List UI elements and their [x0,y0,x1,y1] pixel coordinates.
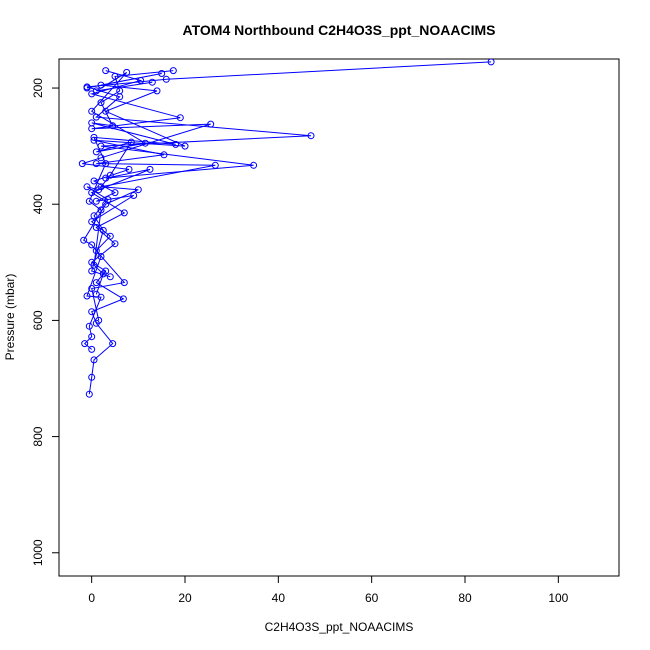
chart-title: ATOM4 Northbound C2H4O3S_ppt_NOAACIMS [183,22,496,38]
data-point [99,226,107,234]
data-point [81,340,89,348]
data-point [106,232,114,240]
data-point [97,206,105,214]
data-point [90,177,98,185]
data-point [111,240,119,248]
data-point [97,253,105,260]
data-point [487,59,495,66]
data-point [83,292,91,300]
data-point [102,160,110,168]
data-point [250,161,258,169]
data-point [88,119,96,127]
data-point [83,183,91,191]
y-axis-label: Pressure (mbar) [3,274,17,361]
y-axis: 200 400 600 800 1000 [31,78,60,566]
data-point [102,107,110,115]
data-point [88,241,96,249]
data-point [80,236,88,244]
data-point [88,285,96,292]
data-point [134,186,142,194]
data-point [104,196,112,204]
x-tick-label: 40 [272,591,286,605]
data-point [109,340,117,348]
data-point [158,70,166,77]
data-point [83,84,91,92]
data-point [88,333,96,341]
data-point [169,67,177,75]
data-point [97,154,105,162]
data-point [211,161,219,169]
data-point [92,148,100,156]
x-tick-label: 20 [178,591,192,605]
plot-frame [58,58,620,577]
x-axis: 0 20 40 60 80 100 [88,575,569,605]
data-point [88,373,96,381]
data-point [146,165,154,173]
data-point [88,218,96,226]
plot-area [78,59,495,398]
data-point [90,261,98,269]
data-point [88,267,96,275]
data-point [120,279,128,287]
x-axis-label: C2H4O3S_ppt_NOAACIMS [265,620,414,634]
series-line [86,71,153,278]
data-point [92,197,100,205]
y-tick-label: 400 [31,194,45,214]
data-point [125,165,133,173]
data-point [90,212,98,220]
data-point [90,356,98,364]
x-tick-label: 60 [365,591,379,605]
data-point [111,189,119,197]
series-line [88,70,176,295]
data-point [153,87,161,95]
data-point [172,140,180,148]
data-point [92,279,100,287]
x-tick-label: 0 [88,591,95,605]
data-point [85,390,93,398]
data-point [85,322,93,330]
data-point [102,67,110,75]
series-line [83,73,216,350]
data-point [92,290,100,298]
data-point [127,138,135,146]
data-point [88,345,96,353]
data-point [130,192,138,199]
data-point [92,87,100,95]
data-point [181,142,189,150]
data-point [160,151,168,159]
y-tick-label: 1000 [31,539,45,566]
data-point [97,99,105,107]
y-tick-label: 800 [31,426,45,446]
y-tick-label: 200 [31,78,45,98]
data-point [106,171,114,179]
series-line [86,61,492,395]
data-point [95,316,103,324]
data-point [99,270,107,278]
x-tick-label: 100 [548,591,568,605]
data-point [85,197,93,205]
x-tick-label: 80 [458,591,472,605]
data-point [148,78,156,86]
data-point [119,295,127,303]
data-point [78,160,86,168]
data-point [176,114,184,122]
data-point [307,132,315,140]
data-point [106,273,114,281]
y-tick-label: 600 [31,310,45,330]
data-point [207,120,215,128]
data-point [92,160,100,168]
data-point [162,75,170,83]
data-point [116,87,124,95]
data-point [120,209,128,217]
data-point [109,122,117,130]
data-point [111,72,119,80]
data-point [95,186,103,194]
data-point [141,139,149,147]
data-point [90,133,98,141]
data-point [88,107,96,115]
